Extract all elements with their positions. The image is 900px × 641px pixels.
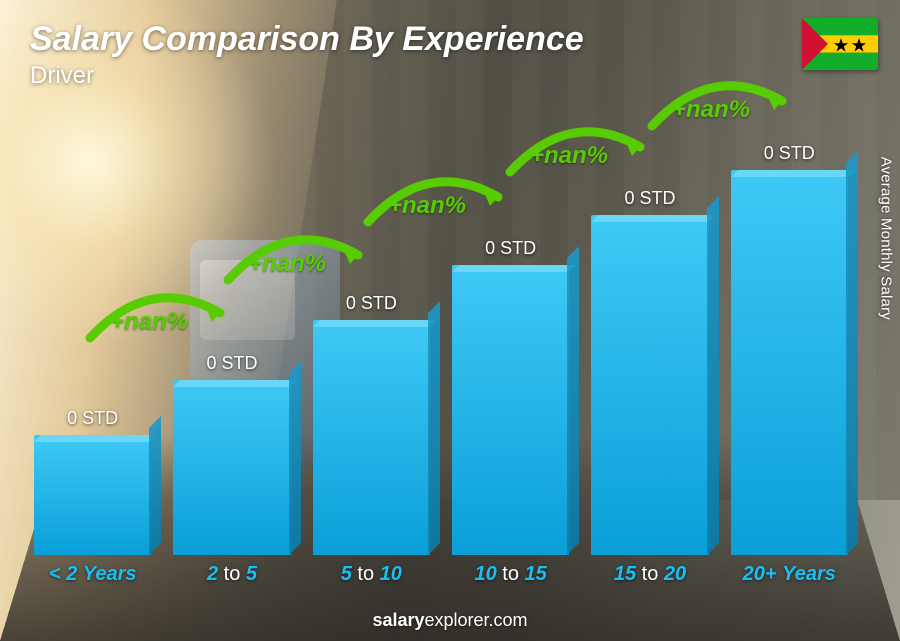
footer-brand-strong: salary [372, 610, 424, 630]
bar-side-face [149, 416, 161, 555]
y-axis-label: Average Monthly Salary [877, 157, 894, 320]
bar-front [591, 215, 708, 555]
bar-front [34, 435, 151, 555]
footer-attribution: salaryexplorer.com [0, 610, 900, 631]
bar-4: 0 STD [591, 188, 708, 555]
bar-top-face [591, 215, 715, 222]
bar-0: 0 STD [34, 408, 151, 555]
x-label-4: 15 to 20 [591, 563, 708, 593]
bar-value-label: 0 STD [206, 353, 257, 374]
bar-top-face [731, 170, 855, 177]
bar-front [313, 320, 430, 555]
bar-front [173, 380, 290, 555]
chart-subtitle: Driver [30, 62, 94, 90]
x-label-3: 10 to 15 [452, 563, 569, 593]
chart-title: Salary Comparison By Experience [30, 20, 584, 59]
bar-value-label: 0 STD [764, 143, 815, 164]
bar-3d [731, 170, 848, 555]
x-label-0: < 2 Years [34, 563, 151, 593]
bar-top-face [313, 320, 437, 327]
bar-front [452, 265, 569, 555]
x-label-2: 5 to 10 [313, 563, 430, 593]
x-label-1: 2 to 5 [173, 563, 290, 593]
bar-top-face [173, 380, 297, 387]
bar-3: 0 STD [452, 238, 569, 555]
bar-3d [173, 380, 290, 555]
bar-value-label: 0 STD [67, 408, 118, 429]
bar-top-face [452, 265, 576, 272]
flag-icon [802, 18, 878, 70]
bar-value-label: 0 STD [485, 238, 536, 259]
bar-3d [591, 215, 708, 555]
bar-3d [34, 435, 151, 555]
footer-brand-rest: explorer.com [425, 610, 528, 630]
x-axis: < 2 Years 2 to 5 5 to 10 10 to 15 15 to 20 20… [30, 563, 852, 593]
bar-side-face [289, 361, 301, 555]
x-label-5: 20+ Years [731, 563, 848, 593]
bar-side-face [707, 196, 719, 555]
bar-3d [313, 320, 430, 555]
bar-2: 0 STD [313, 293, 430, 555]
chart-area: 0 STD0 STD0 STD0 STD0 STD0 STD +nan%+nan… [30, 110, 852, 555]
bar-side-face [846, 151, 858, 555]
bar-1: 0 STD [173, 353, 290, 555]
bar-value-label: 0 STD [346, 293, 397, 314]
bar-5: 0 STD [731, 143, 848, 555]
bar-front [731, 170, 848, 555]
chart-stage: Salary Comparison By Experience Driver A… [0, 0, 900, 641]
bars-container: 0 STD 0 STD 0 STD 0 STD 0 STD 0 STD [30, 110, 852, 555]
bar-top-face [34, 435, 158, 442]
bar-side-face [428, 301, 440, 555]
bar-side-face [567, 246, 579, 555]
bar-3d [452, 265, 569, 555]
bar-value-label: 0 STD [624, 188, 675, 209]
